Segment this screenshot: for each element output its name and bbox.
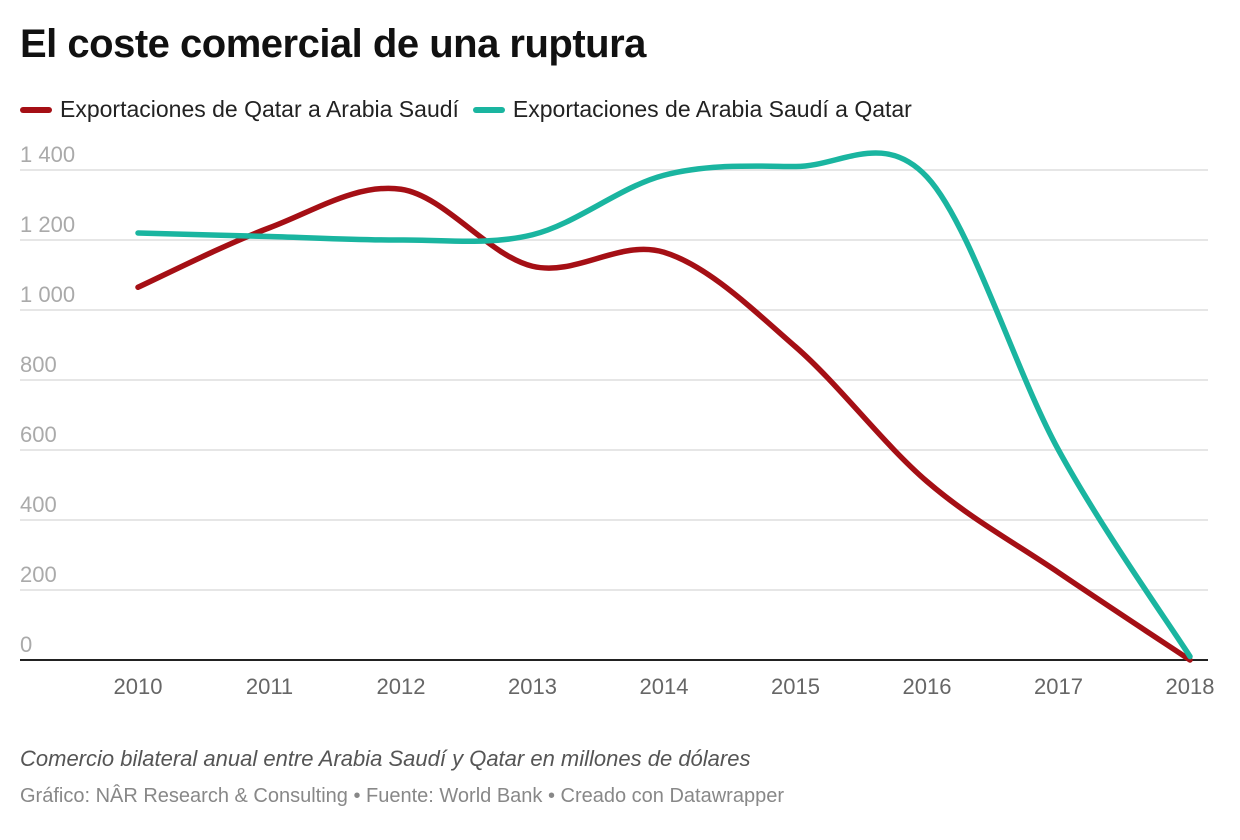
x-tick-label: 2013 [508, 674, 557, 699]
legend-item-saudi-exports: Exportaciones de Arabia Saudí a Qatar [472, 96, 912, 123]
chart-title: El coste comercial de una ruptura [20, 22, 646, 66]
legend-swatch-qatar-exports [20, 106, 52, 113]
line-chart: 0 200 400 600 800 1 000 1 200 1 400 2010 2011 2012… [20, 142, 1215, 699]
legend: Exportaciones de Qatar a Arabia Saudí Ex… [20, 96, 926, 123]
x-tick-label: 2018 [1166, 674, 1215, 699]
y-tick-label: 0 [20, 632, 32, 657]
y-tick-label: 600 [20, 422, 57, 447]
y-tick-label: 1 000 [20, 282, 75, 307]
x-tick-label: 2014 [640, 674, 689, 699]
x-tick-label: 2016 [903, 674, 952, 699]
chart-caption: Comercio bilateral anual entre Arabia Sa… [20, 746, 751, 771]
series-line-qatar-to-saudi [135, 185, 1193, 663]
y-tick-label: 1 200 [20, 212, 75, 237]
legend-label-qatar-exports: Exportaciones de Qatar a Arabia Saudí [60, 96, 459, 122]
series-line-saudi-to-qatar [135, 150, 1193, 660]
x-tick-label: 2011 [246, 674, 293, 699]
y-tick-label: 800 [20, 352, 57, 377]
x-tick-label: 2015 [771, 674, 820, 699]
legend-label-saudi-exports: Exportaciones de Arabia Saudí a Qatar [512, 96, 912, 122]
legend-item-qatar-exports: Exportaciones de Qatar a Arabia Saudí [20, 96, 459, 123]
y-tick-label: 400 [20, 492, 57, 517]
x-tick-label: 2012 [377, 674, 426, 699]
chart-source: Gráfico: NÂR Research & Consulting • Fue… [20, 785, 784, 807]
x-tick-label: 2010 [114, 674, 163, 699]
x-tick-label: 2017 [1034, 674, 1083, 699]
y-tick-label: 1 400 [20, 142, 75, 167]
y-tick-label: 200 [20, 562, 57, 587]
legend-swatch-saudi-exports [472, 106, 505, 113]
